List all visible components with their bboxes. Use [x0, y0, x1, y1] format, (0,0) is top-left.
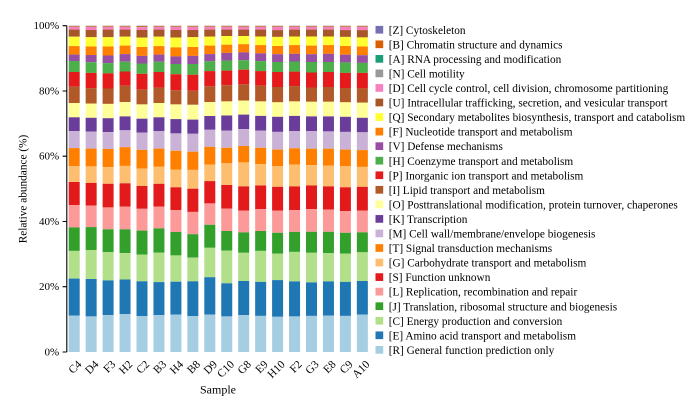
svg-text:Relative abundance (%): Relative abundance (%)	[18, 135, 30, 244]
svg-text:[G] Carbohydrate transport and: [G] Carbohydrate transport and metabolis…	[389, 258, 587, 270]
svg-text:100%: 100%	[34, 20, 60, 32]
svg-text:[N] Cell motility: [N] Cell motility	[389, 68, 465, 80]
svg-text:[S] Function unknown: [S] Function unknown	[389, 272, 491, 284]
svg-text:[T] Signal transduction mechan: [T] Signal transduction mechanisms	[389, 243, 552, 255]
svg-text:[I] Lipid transport and metabo: [I] Lipid transport and metabolism	[389, 185, 545, 197]
svg-text:[L] Replication, recombination: [L] Replication, recombination and repai…	[389, 287, 578, 299]
svg-text:[U] Intracellular trafficking,: [U] Intracellular trafficking, secretion…	[389, 98, 669, 110]
svg-text:20%: 20%	[39, 281, 59, 293]
svg-text:80%: 80%	[39, 85, 59, 97]
svg-text:[V] Defense mechanisms: [V] Defense mechanisms	[389, 141, 503, 153]
svg-text:60%: 60%	[39, 151, 59, 163]
svg-text:[Q] Secondary metabolites bios: [Q] Secondary metabolites biosynthesis, …	[389, 112, 686, 124]
svg-text:[C] Energy production and conv: [C] Energy production and conversion	[389, 316, 563, 328]
svg-text:Sample: Sample	[200, 383, 236, 397]
svg-text:[P] Inorganic ion transport an: [P] Inorganic ion transport and metaboli…	[389, 170, 584, 182]
svg-text:40%: 40%	[39, 216, 59, 228]
svg-text:[D] Cell cycle control, cell d: [D] Cell cycle control, cell division, c…	[389, 83, 669, 95]
svg-text:[J] Translation, ribosomal str: [J] Translation, ribosomal structure and…	[389, 301, 617, 313]
svg-text:[H] Coenzyme transport and met: [H] Coenzyme transport and metabolism	[389, 156, 574, 168]
svg-text:[Z] Cytoskeleton: [Z] Cytoskeleton	[389, 25, 466, 37]
svg-text:0%: 0%	[45, 346, 60, 358]
svg-text:[R] General function predictio: [R] General function prediction only	[389, 345, 555, 357]
svg-text:[A] RNA processing and modific: [A] RNA processing and modification	[389, 54, 562, 66]
svg-text:[F] Nucleotide transport and m: [F] Nucleotide transport and metabolism	[389, 127, 573, 139]
svg-text:[B] Chromatin structure and dy: [B] Chromatin structure and dynamics	[389, 39, 563, 51]
svg-text:[K] Transcription: [K] Transcription	[389, 214, 468, 226]
svg-text:[M] Cell wall/membrane/envelop: [M] Cell wall/membrane/envelope biogenes…	[389, 229, 596, 241]
svg-text:[E] Amino acid transport and m: [E] Amino acid transport and metabolism	[389, 330, 577, 342]
svg-text:[O] Posttranslational modifica: [O] Posttranslational modification, prot…	[389, 199, 678, 211]
